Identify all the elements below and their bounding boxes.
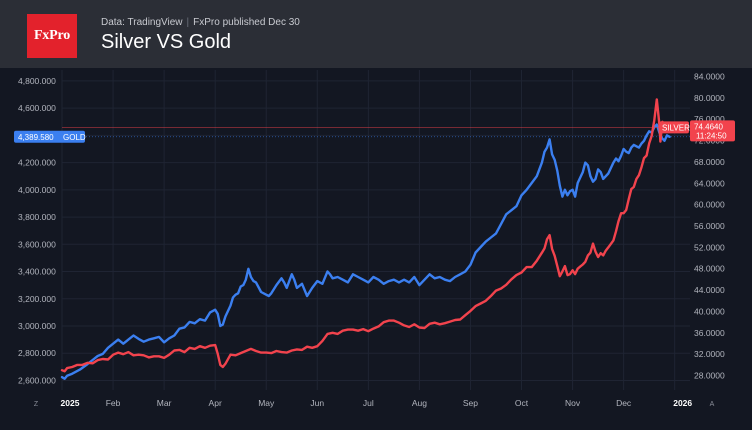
silver-price-tag xyxy=(690,120,735,142)
left-price-axis: 2,600.000 2,800.000 3,000.000 3,200.000 3,40… xyxy=(18,76,56,386)
publisher-note: FxPro published Dec 30 xyxy=(193,17,300,28)
x-tick-label: Dec xyxy=(616,398,632,408)
data-source: Data: TradingView xyxy=(101,17,183,28)
time-axis: 2025 Feb Mar Apr May Jun Jul Aug Sep Oct Nov Dec 202… xyxy=(61,398,693,408)
page-title: Silver VS Gold xyxy=(101,31,232,53)
separator: | xyxy=(186,17,190,28)
left-tick-label: 3,200.000 xyxy=(18,294,56,304)
x-tick-label: 2026 xyxy=(673,398,692,408)
header-subline: Data: TradingView | FxPro published Dec 30 xyxy=(101,17,300,28)
header: FxPro Data: TradingView | FxPro published … xyxy=(0,0,752,68)
silver-name-tag xyxy=(659,121,689,134)
gold-series-name: GOLD xyxy=(63,133,86,142)
left-tick-label: 4,200.000 xyxy=(18,158,56,168)
x-tick-label: Mar xyxy=(157,398,172,408)
x-tick-label: Apr xyxy=(209,398,222,408)
x-tick-label: Sep xyxy=(463,398,478,408)
right-tick-label: 48.0000 xyxy=(694,264,725,274)
fxpro-logo: FxPro xyxy=(27,14,77,58)
left-tick-label: 2,800.000 xyxy=(18,348,56,358)
left-tick-label: 3,600.000 xyxy=(18,239,56,249)
left-tick-label: 2,600.000 xyxy=(18,375,56,385)
right-price-axis: 28.0000 32.0000 36.0000 40.0000 44.0000 48.00… xyxy=(694,71,725,380)
left-tick-label: 4,000.000 xyxy=(18,185,56,195)
corner-label-right[interactable]: A xyxy=(710,401,715,408)
x-tick-label: Jul xyxy=(363,398,374,408)
x-tick-label: Feb xyxy=(106,398,121,408)
x-tick-label: May xyxy=(258,398,275,408)
left-tick-label: 3,000.000 xyxy=(18,321,56,331)
series-lines xyxy=(60,98,671,380)
gold-price-value: 4,389.580 xyxy=(18,133,54,142)
silver-series-name: SILVER xyxy=(662,123,690,132)
chart-grid xyxy=(61,70,690,390)
x-tick-label: Oct xyxy=(515,398,529,408)
x-tick-label: Jun xyxy=(310,398,324,408)
right-tick-label: 80.0000 xyxy=(694,93,725,103)
left-tick-label: 3,400.000 xyxy=(18,267,56,277)
silver-countdown: 11:24:50 xyxy=(696,131,727,140)
right-tick-label: 56.0000 xyxy=(694,221,725,231)
left-tick-label: 4,600.000 xyxy=(18,103,56,113)
right-tick-label: 84.0000 xyxy=(694,71,725,81)
silver-price-value: 74.4640 xyxy=(694,122,723,131)
corner-label-left[interactable]: Z xyxy=(34,401,39,408)
right-tick-label: 64.0000 xyxy=(694,178,725,188)
right-tick-label: 60.0000 xyxy=(694,200,725,210)
x-tick-label: 2025 xyxy=(61,398,80,408)
line-chart[interactable]: 2,600.000 2,800.000 3,000.000 3,200.000 3,40… xyxy=(0,68,752,430)
right-tick-label: 52.0000 xyxy=(694,242,725,252)
right-tick-label: 28.0000 xyxy=(694,371,725,381)
right-tick-label: 32.0000 xyxy=(694,349,725,359)
gold-price-tag xyxy=(14,130,85,143)
right-tick-label: 40.0000 xyxy=(694,306,725,316)
right-tick-label: 76.0000 xyxy=(694,114,725,124)
right-tick-label: 44.0000 xyxy=(694,285,725,295)
gold-series-line[interactable] xyxy=(60,123,671,380)
silver-series-line[interactable] xyxy=(60,98,671,373)
right-tick-label: 36.0000 xyxy=(694,328,725,338)
x-tick-label: Nov xyxy=(565,398,581,408)
left-tick-label: 3,800.000 xyxy=(18,212,56,222)
x-tick-label: Aug xyxy=(412,398,427,408)
left-tick-label: 4,800.000 xyxy=(18,76,56,86)
right-tick-label: 68.0000 xyxy=(694,157,725,167)
